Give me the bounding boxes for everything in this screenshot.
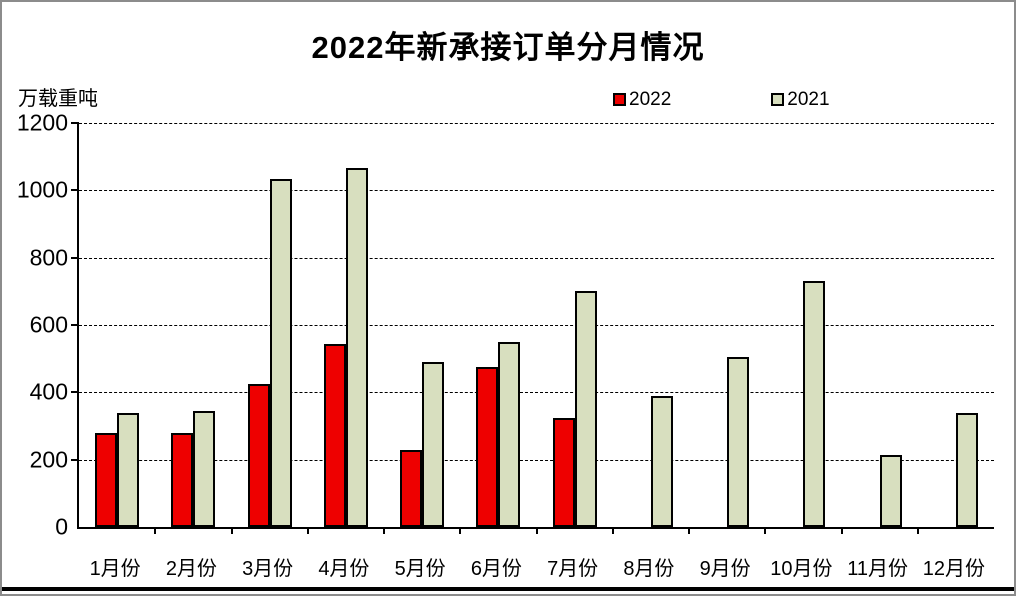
gridline-800 bbox=[79, 257, 994, 259]
bar-2022-month-3 bbox=[247, 383, 270, 527]
bar-2022-month-1 bbox=[95, 432, 118, 527]
bar-2021-month-6 bbox=[498, 341, 521, 527]
x-axis-tick bbox=[611, 529, 614, 534]
x-axis-label-9: 9月份 bbox=[699, 558, 751, 580]
bar-2021-month-3 bbox=[269, 178, 292, 527]
bar-2022-month-4 bbox=[323, 343, 346, 527]
x-axis-tick bbox=[459, 529, 462, 534]
bar-2021-month-7 bbox=[574, 291, 597, 527]
y-axis-labels: 0 200 400 600 800 1000 1200 bbox=[2, 111, 68, 538]
y-axis-tick-1200 bbox=[71, 122, 79, 124]
bar-2021-month-10 bbox=[803, 281, 826, 527]
y-axis-tick-label: 600 bbox=[29, 311, 68, 338]
x-axis-label-10: 10月份 bbox=[770, 558, 833, 580]
bar-2021-month-1 bbox=[117, 412, 140, 527]
gridline-600 bbox=[79, 325, 994, 326]
bar-2021-month-5 bbox=[422, 362, 445, 527]
x-axis-label-7: 7月份 bbox=[547, 558, 599, 580]
plot-area bbox=[71, 122, 994, 534]
x-axis-label-3: 3月份 bbox=[242, 558, 294, 580]
y-axis-tick-label: 800 bbox=[29, 244, 68, 271]
y-axis-tick-label: 0 bbox=[55, 513, 68, 540]
x-axis-labels: 1月份 2月份 3月份 4月份 5月份 6月份 7月份 8月份 9月份 10月份 11月份 12月份 bbox=[77, 552, 994, 580]
x-axis-tick bbox=[383, 529, 385, 534]
x-axis-tick bbox=[764, 529, 767, 534]
bar-2022-month-6 bbox=[476, 367, 499, 527]
x-axis-label-5: 5月份 bbox=[394, 558, 446, 580]
x-axis-label-1: 1月份 bbox=[89, 558, 141, 580]
bar-2022-month-2 bbox=[171, 432, 194, 527]
y-axis-unit-label: 万载重吨 bbox=[18, 88, 98, 110]
y-axis-tick-label: 1000 bbox=[16, 176, 68, 203]
x-axis-label-2: 2月份 bbox=[165, 558, 217, 580]
gridline-400 bbox=[79, 392, 994, 394]
x-axis-label-8: 8月份 bbox=[623, 558, 675, 580]
y-axis-tick-600 bbox=[71, 324, 79, 326]
x-axis-tick bbox=[688, 529, 690, 534]
y-axis-tick-label: 400 bbox=[29, 378, 68, 405]
y-axis-tick-label: 1200 bbox=[16, 109, 68, 136]
x-axis-label-11: 11月份 bbox=[847, 558, 909, 580]
legend-item-2022: 2022 bbox=[613, 90, 671, 109]
legend-item-2021: 2021 bbox=[771, 88, 830, 110]
bar-2021-month-2 bbox=[193, 410, 216, 527]
legend-swatch-2022-icon bbox=[613, 92, 626, 106]
bar-2021-month-4 bbox=[345, 168, 368, 527]
bar-2021-month-12 bbox=[955, 412, 978, 527]
gridline-1000 bbox=[79, 190, 994, 192]
x-axis-label-6: 6月份 bbox=[470, 558, 522, 580]
x-axis-tick bbox=[154, 529, 157, 534]
legend-swatch-2021-icon bbox=[771, 92, 785, 106]
y-axis-tick-1000 bbox=[71, 189, 79, 192]
bottom-rule bbox=[2, 587, 1014, 591]
legend-label-2021: 2021 bbox=[787, 88, 830, 110]
gridline-1200 bbox=[79, 123, 994, 124]
x-axis-label-12: 12月份 bbox=[922, 558, 985, 580]
x-axis-tick bbox=[840, 529, 843, 534]
legend-label-2022: 2022 bbox=[629, 88, 672, 110]
legend: 2022 2021 bbox=[613, 87, 830, 111]
x-axis-tick bbox=[535, 529, 538, 534]
bar-2022-month-5 bbox=[400, 449, 423, 527]
y-axis-tick-label: 200 bbox=[29, 446, 68, 473]
bar-2021-month-9 bbox=[727, 356, 750, 527]
gridline-200 bbox=[79, 459, 994, 461]
bar-2021-month-8 bbox=[650, 395, 673, 527]
x-axis-tick bbox=[916, 529, 919, 534]
x-axis-label-4: 4月份 bbox=[318, 558, 370, 580]
bar-2022-month-7 bbox=[552, 417, 575, 527]
y-axis-tick-200 bbox=[71, 458, 79, 461]
x-axis-tick bbox=[306, 529, 309, 534]
bar-2021-month-11 bbox=[879, 454, 902, 527]
y-axis-tick-800 bbox=[71, 256, 79, 259]
y-axis-tick-400 bbox=[71, 391, 79, 394]
chart-title: 2022年新承接订单分月情况 bbox=[311, 30, 705, 65]
x-axis-tick bbox=[230, 529, 233, 534]
